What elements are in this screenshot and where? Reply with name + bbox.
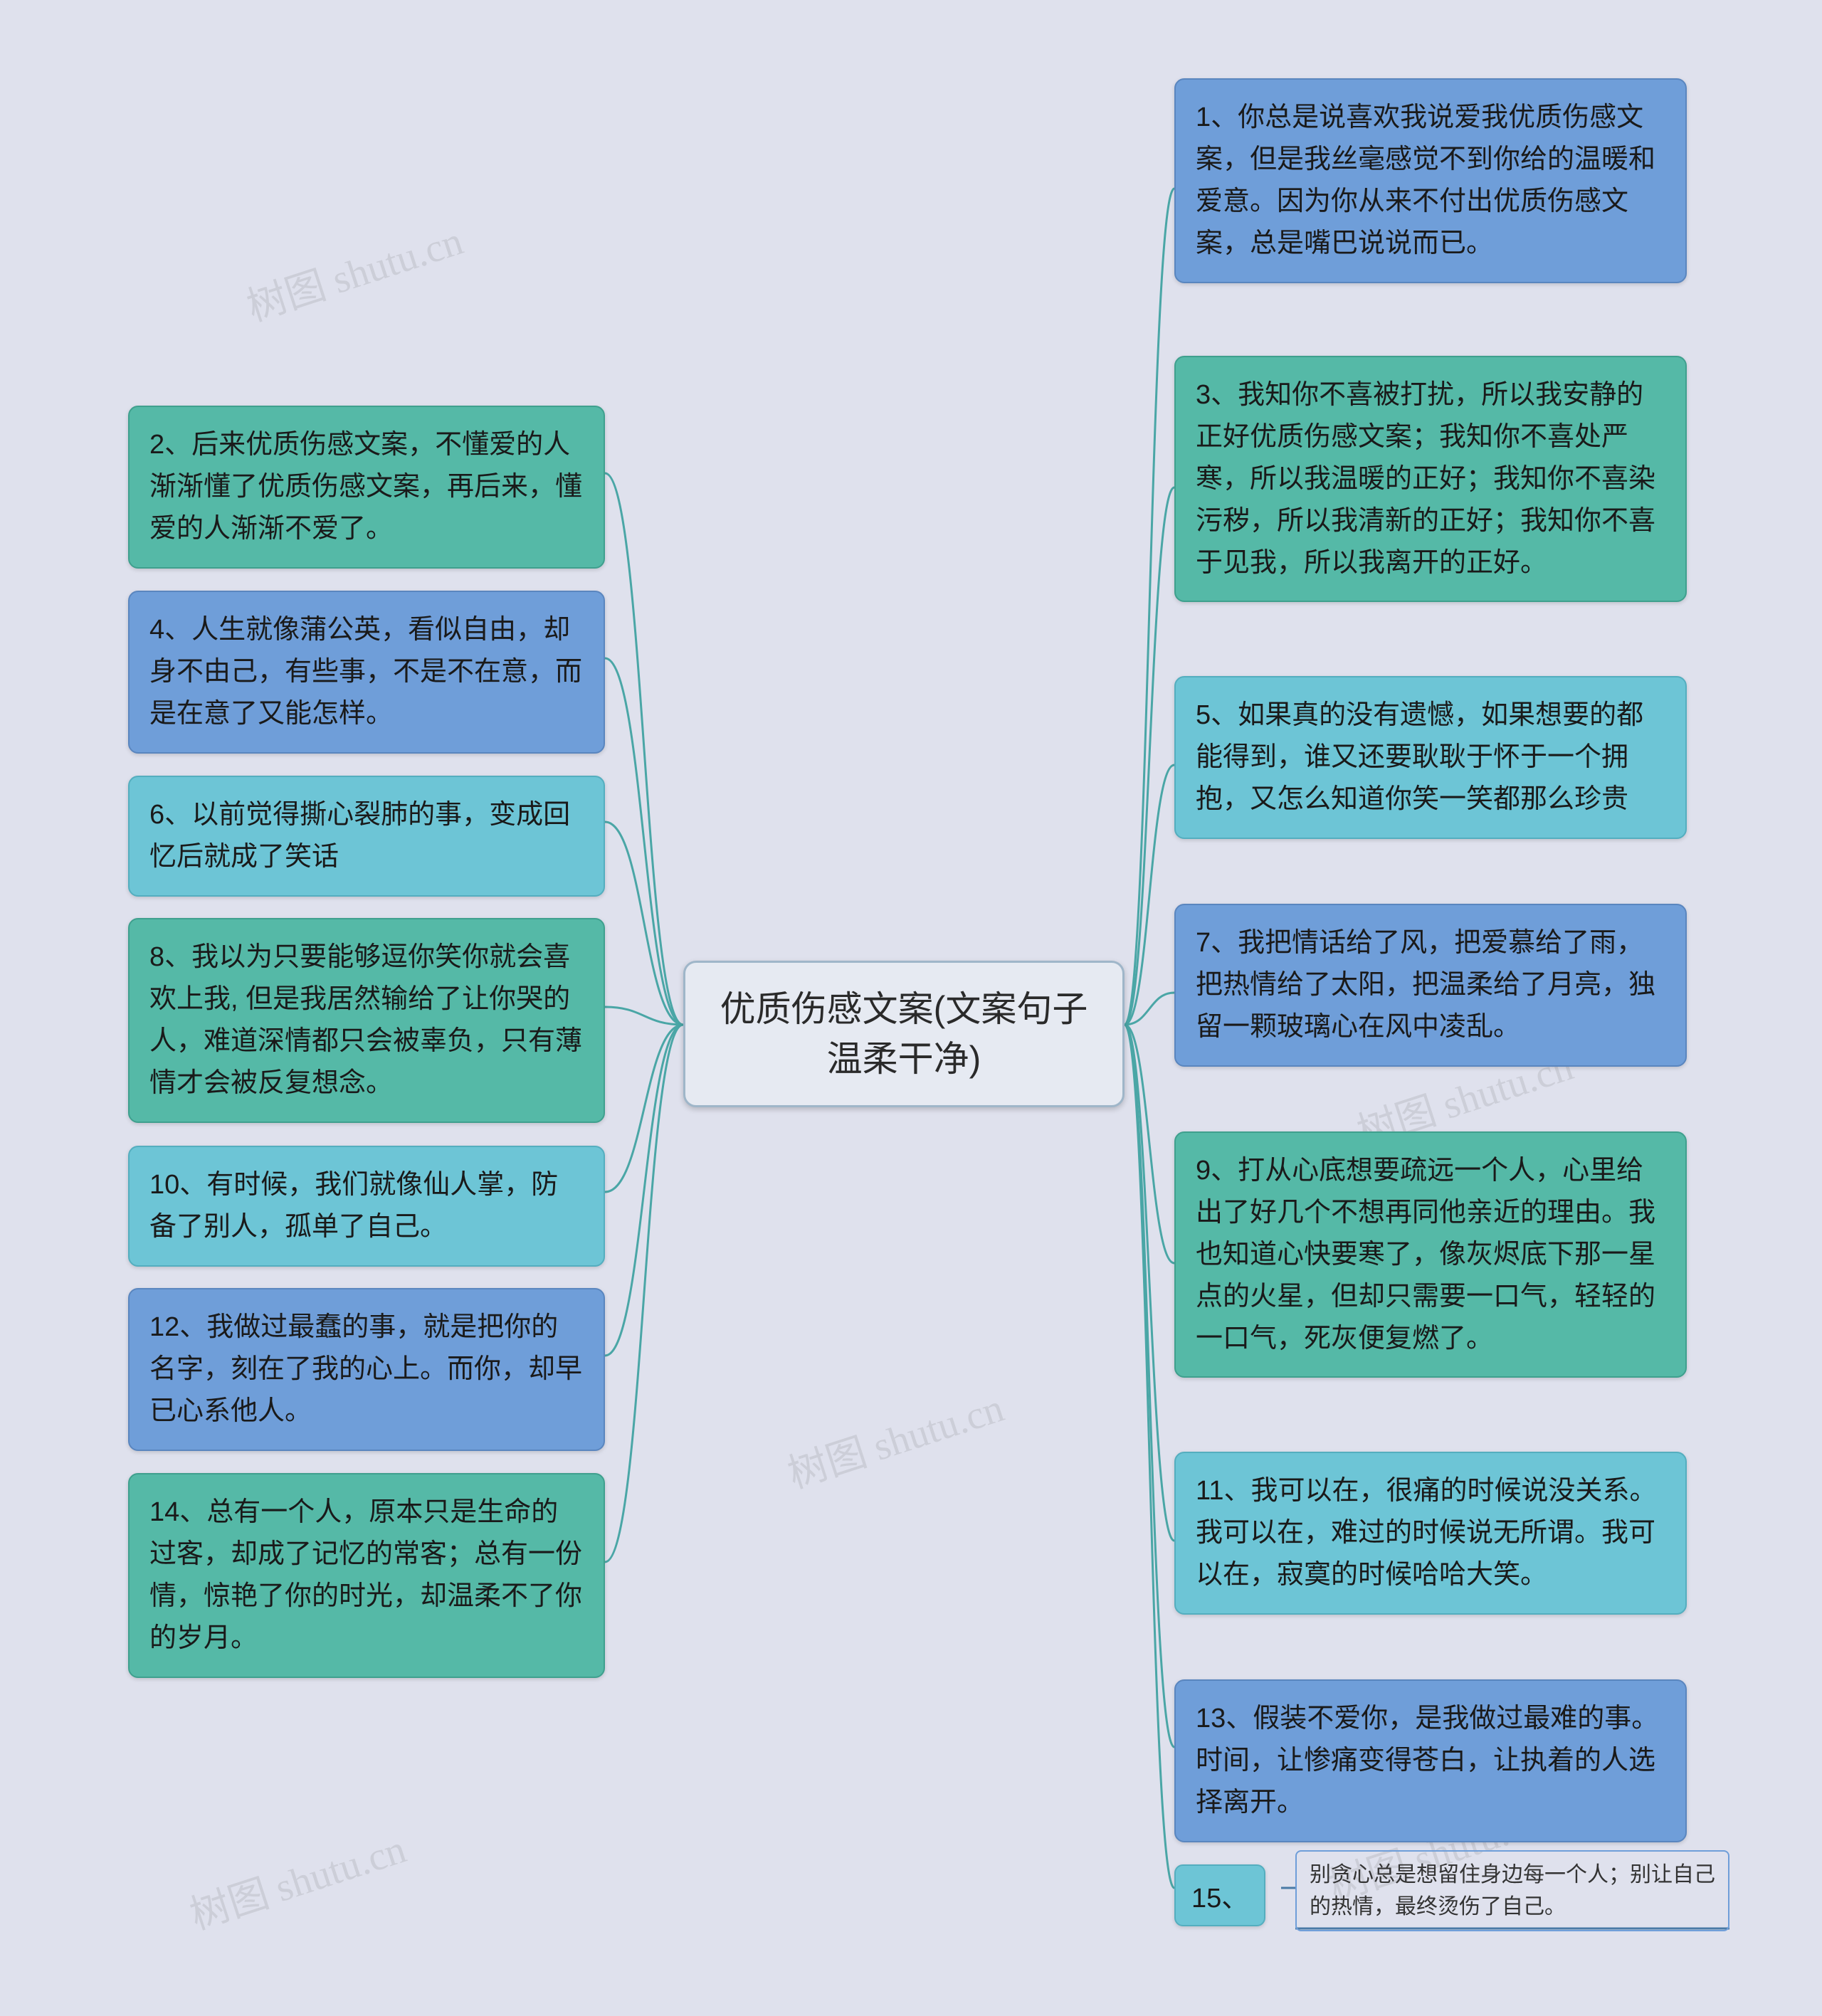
branch-node-13[interactable]: 13、假装不爱你，是我做过最难的事。时间，让惨痛变得苍白，让执着的人选择离开。 — [1174, 1679, 1687, 1842]
branch-node-11[interactable]: 11、我可以在，很痛的时候说没关系。我可以在，难过的时候说无所谓。我可以在，寂寞… — [1174, 1452, 1687, 1615]
branch-node-1[interactable]: 1、你总是说喜欢我说爱我优质伤感文案，但是我丝毫感觉不到你给的温暖和爱意。因为你… — [1174, 78, 1687, 283]
watermark: 树图 shutu.cn — [181, 1817, 412, 1941]
branch-node-4[interactable]: 4、人生就像蒲公英，看似自由，却身不由己，有些事，不是不在意，而是在意了又能怎样… — [128, 591, 605, 754]
branch-node-12[interactable]: 12、我做过最蠢的事，就是把你的名字，刻在了我的心上。而你，却早已心系他人。 — [128, 1288, 605, 1451]
branch-node-3[interactable]: 3、我知你不喜被打扰，所以我安静的正好优质伤感文案；我知你不喜处严寒，所以我温暖… — [1174, 356, 1687, 602]
branch-node-8[interactable]: 8、我以为只要能够逗你笑你就会喜欢上我, 但是我居然输给了让你哭的人，难道深情都… — [128, 918, 605, 1123]
watermark: 树图 shutu.cn — [779, 1376, 1010, 1499]
center-topic[interactable]: 优质伤感文案(文案句子温柔干净) — [683, 961, 1125, 1107]
branch-node-2[interactable]: 2、后来优质伤感文案，不懂爱的人渐渐懂了优质伤感文案，再后来，懂爱的人渐渐不爱了… — [128, 406, 605, 569]
branch-node-7[interactable]: 7、我把情话给了风，把爱慕给了雨，把热情给了太阳，把温柔给了月亮，独留一颗玻璃心… — [1174, 904, 1687, 1067]
branch-node-10[interactable]: 10、有时候，我们就像仙人掌，防备了别人，孤单了自己。 — [128, 1146, 605, 1267]
branch-node-6[interactable]: 6、以前觉得撕心裂肺的事，变成回忆后就成了笑话 — [128, 776, 605, 897]
branch-node-14[interactable]: 14、总有一个人，原本只是生命的过客，却成了记忆的常客；总有一份情，惊艳了你的时… — [128, 1473, 605, 1678]
branch-node-15-detail[interactable]: 别贪心总是想留住身边每一个人；别让自己的热情，最终烫伤了自己。 — [1295, 1850, 1729, 1931]
watermark: 树图 shutu.cn — [238, 209, 469, 332]
branch-node-15[interactable]: 15、 — [1174, 1864, 1265, 1926]
branch-node-9[interactable]: 9、打从心底想要疏远一个人，心里给出了好几个不想再同他亲近的理由。我也知道心快要… — [1174, 1131, 1687, 1378]
branch-node-5[interactable]: 5、如果真的没有遗憾，如果想要的都能得到，谁又还要耿耿于怀于一个拥抱，又怎么知道… — [1174, 676, 1687, 839]
